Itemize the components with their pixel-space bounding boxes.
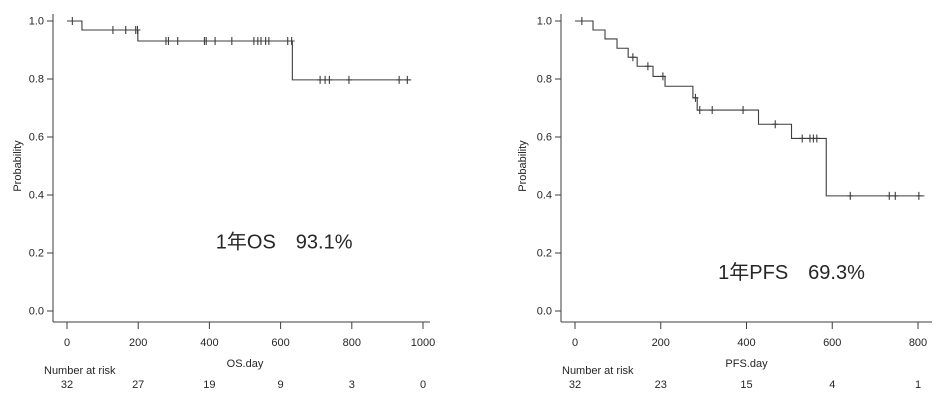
km-curve xyxy=(575,20,925,197)
number-at-risk-count: 27 xyxy=(132,379,144,391)
x-tick-label: 800 xyxy=(343,337,361,349)
y-tick-label: 0.4 xyxy=(537,190,552,202)
x-tick-label: 200 xyxy=(129,337,147,349)
x-tick-label: 200 xyxy=(652,337,670,349)
x-tick-label: 400 xyxy=(737,337,755,349)
y-tick-label: 0.8 xyxy=(537,74,552,86)
number-at-risk-count: 4 xyxy=(829,379,835,391)
x-tick-label: 0 xyxy=(64,337,70,349)
number-at-risk-label: Number at risk xyxy=(562,365,634,377)
y-tick-label: 0.0 xyxy=(537,306,552,318)
survival-rate-annotation: 1年PFS 69.3% xyxy=(718,261,865,284)
y-tick-label: 1.0 xyxy=(29,16,44,28)
censor-marks xyxy=(69,17,411,84)
number-at-risk-count: 23 xyxy=(655,379,667,391)
pfs-chart-panel: 0.0 0.2 0.4 0.6 0.8 1.0 0 200 400 600 800 PFS.day Pr… xyxy=(475,0,950,400)
x-tick-label: 600 xyxy=(823,337,841,349)
y-axis-title: Probability xyxy=(517,140,529,192)
x-axis-title: PFS.day xyxy=(725,358,768,370)
number-at-risk-count: 0 xyxy=(420,379,426,391)
y-tick-label: 0.2 xyxy=(29,248,44,260)
x-tick-label: 800 xyxy=(909,337,927,349)
number-at-risk-count: 32 xyxy=(61,379,73,391)
x-tick-label: 400 xyxy=(200,337,218,349)
number-at-risk-count: 19 xyxy=(203,379,215,391)
number-at-risk-count: 9 xyxy=(278,379,284,391)
x-tick-label: 0 xyxy=(572,337,578,349)
number-at-risk-count: 1 xyxy=(915,379,921,391)
number-at-risk-label: Number at risk xyxy=(44,365,116,377)
os-km-chart: 0.0 0.2 0.4 0.6 0.8 1.0 0 200 400 600 800 1000 OS.da… xyxy=(12,14,435,391)
censor-marks xyxy=(578,17,922,200)
number-at-risk-count: 3 xyxy=(349,379,355,391)
number-at-risk-count: 32 xyxy=(569,379,581,391)
x-axis-title: OS.day xyxy=(227,358,264,370)
x-tick-label: 1000 xyxy=(411,337,435,349)
survival-rate-annotation: 1年OS 93.1% xyxy=(216,230,353,253)
y-tick-label: 0.6 xyxy=(537,132,552,144)
y-tick-label: 0.2 xyxy=(537,248,552,260)
os-chart-panel: 0.0 0.2 0.4 0.6 0.8 1.0 0 200 400 600 800 1000 OS.da… xyxy=(12,14,435,391)
y-tick-label: 0.0 xyxy=(29,306,44,318)
y-tick-label: 0.8 xyxy=(29,74,44,86)
km-curve xyxy=(67,20,412,81)
number-at-risk-count: 15 xyxy=(740,379,752,391)
y-tick-label: 0.4 xyxy=(29,190,44,202)
x-tick-label: 600 xyxy=(271,337,289,349)
y-tick-label: 0.6 xyxy=(29,132,44,144)
pfs-km-chart: 0.0 0.2 0.4 0.6 0.8 1.0 0 200 400 600 800 PFS.day Pr… xyxy=(517,14,932,391)
y-axis-title: Probability xyxy=(12,140,24,192)
y-tick-label: 1.0 xyxy=(537,16,552,28)
